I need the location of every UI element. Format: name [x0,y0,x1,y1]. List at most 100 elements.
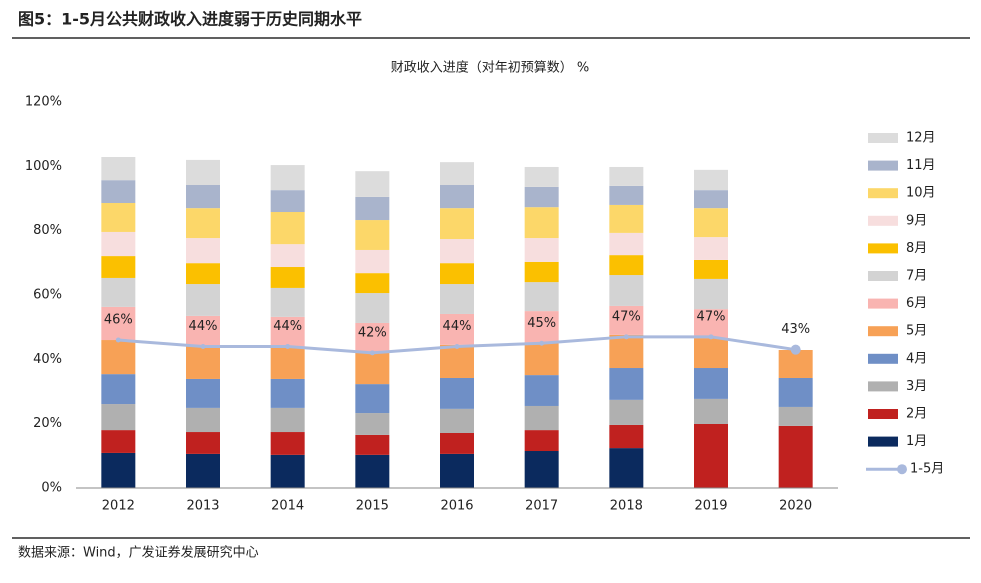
line-marker [708,334,714,340]
bar-segment [270,432,305,455]
legend-swatch [868,188,898,199]
bar-segment [609,185,644,205]
bar-segment [270,267,305,288]
bar-segment [355,196,390,221]
bar-segment [186,407,220,433]
bar-segment [440,377,474,409]
bar-segment [694,169,728,191]
bar-segment [270,316,305,348]
legend-swatch [868,243,898,254]
bar-segment [694,208,728,238]
bar-segment [440,313,474,345]
bar-segment [524,166,559,187]
legend-label: 9月 [906,213,927,228]
bar-segment [355,413,390,435]
data-label: 42% [358,325,387,340]
x-tick-label: 2015 [356,499,389,514]
bar-segment [524,238,559,262]
bar-segment [609,305,644,335]
bar-segment [440,453,474,488]
bar-segment [694,278,728,310]
figure-title: 图5：1-5月公共财政收入进度弱于历史同期水平 [18,10,362,29]
y-tick-label: 0% [41,481,62,496]
bar-segment [440,263,474,285]
bar-segment [186,184,220,209]
bar-segment [440,284,474,314]
bar-segment [778,377,813,407]
bar-segment [101,374,136,405]
x-tick-label: 2020 [779,499,812,514]
bar-segment [186,263,220,285]
bar-segment [440,184,474,209]
x-tick-label: 2018 [610,499,643,514]
bar-segment [694,259,728,279]
legend-swatch [897,464,907,475]
bar-segment [186,284,220,316]
legend-swatch [868,381,898,392]
bar-segment [440,344,474,378]
legend-label: 2月 [906,407,927,422]
bar-segment [186,159,220,185]
bar-segment [694,423,728,488]
line-marker [285,343,291,349]
data-label: 43% [781,322,810,337]
bar-segment [440,432,474,454]
legend-swatch [868,409,898,419]
legend-label: 8月 [906,241,927,256]
bar-segment [270,212,305,245]
legend-swatch [868,160,898,171]
bar-segment [524,405,559,431]
data-label: 45% [527,316,556,331]
bar-segment [101,306,136,341]
bar-segment [101,452,136,488]
bar-segment [186,238,220,264]
line-marker [369,350,375,356]
bar-segment [355,293,390,323]
y-tick-label: 120% [25,95,62,110]
bar-segment [609,448,644,488]
bar-segment [101,180,136,204]
bar-segment [355,454,390,488]
legend-label: 12月 [906,131,936,146]
bar-segment [609,204,644,233]
bar-segment [694,237,728,260]
line-marker [790,344,801,355]
bar-segment [186,432,220,454]
legend-label: 6月 [906,296,927,311]
bar-segment [101,256,136,278]
bar-segment [270,378,305,408]
bar-segment [609,166,644,186]
bar-segment [101,277,136,307]
bar-segment [609,424,644,449]
bar-segment [101,203,136,232]
data-label: 44% [273,319,302,334]
bar-segment [270,244,305,268]
bar-segment [355,352,390,385]
x-tick-label: 2012 [102,499,135,514]
bar-segment [355,434,390,455]
legend-label: 11月 [906,158,936,173]
bar-segment [694,190,728,209]
line-marker [623,334,629,340]
bar-segment [524,261,559,283]
bar-segment [270,190,305,213]
bar-segment [270,407,305,433]
x-tick-label: 2016 [440,499,473,514]
bar-segment [355,322,390,353]
bar-segment [524,342,559,376]
data-label: 47% [612,309,641,324]
bar-segment [694,368,728,399]
legend-label: 1-5月 [910,462,944,477]
bar-segment [101,430,136,453]
data-label: 46% [104,313,133,328]
x-tick-label: 2017 [525,499,558,514]
data-label: 47% [697,309,726,324]
bar-segment [694,398,728,424]
bar-segment [270,287,305,317]
y-tick-label: 80% [33,223,62,238]
bar-segment [694,309,728,339]
bar-segment [440,408,474,433]
x-tick-label: 2014 [271,499,304,514]
bar-segment [524,282,559,312]
